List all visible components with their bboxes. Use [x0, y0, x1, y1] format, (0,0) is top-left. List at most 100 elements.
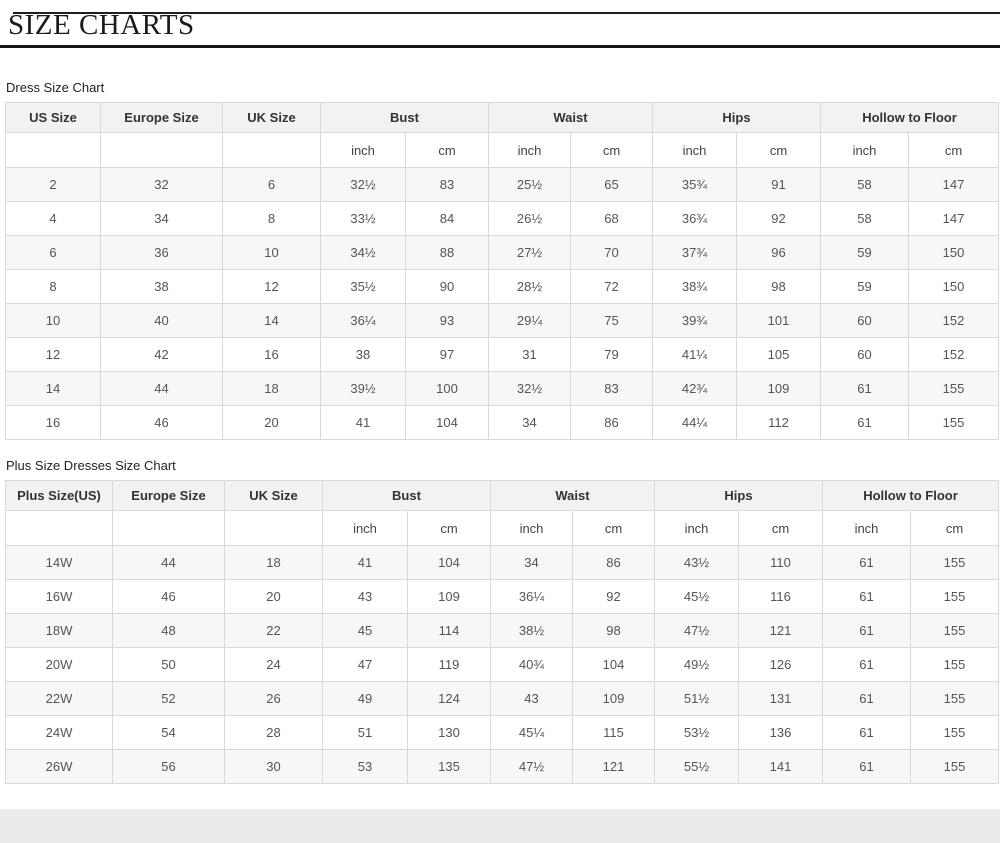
table-cell: 2	[5, 167, 101, 203]
table-cell: 39½	[320, 371, 406, 407]
table-cell: 16	[5, 405, 101, 441]
unit-header: inch	[322, 510, 408, 547]
table-cell: 47½	[490, 749, 573, 785]
table-cell: 28½	[488, 269, 571, 305]
table-cell: 152	[908, 303, 999, 339]
unit-header: cm	[407, 510, 491, 547]
unit-header: cm	[910, 510, 999, 547]
table-cell: 155	[908, 405, 999, 441]
table-cell: 6	[222, 167, 321, 203]
table-cell: 126	[738, 647, 823, 683]
empty-header	[112, 510, 225, 547]
table-cell: 46	[112, 579, 225, 615]
unit-header: inch	[320, 132, 406, 169]
column-header: Europe Size	[112, 480, 225, 512]
table-cell: 101	[736, 303, 821, 339]
table-cell: 60	[820, 303, 909, 339]
table-cell: 36¼	[320, 303, 406, 339]
table-row: 8 38 12 35½ 90 28½ 72 38¾ 98 59 150	[5, 269, 999, 305]
unit-header: cm	[405, 132, 489, 169]
table-cell: 34	[100, 201, 223, 237]
table-cell: 39¾	[652, 303, 737, 339]
table-cell: 114	[407, 613, 491, 649]
table-cell: 42	[100, 337, 223, 373]
table-cell: 10	[5, 303, 101, 339]
table-row: 22W 52 26 49 124 43 109 51½ 131 61 155	[5, 681, 999, 717]
table-row: 10 40 14 36¼ 93 29¼ 75 39¾ 101 60 152	[5, 303, 999, 339]
table-cell: 45¼	[490, 715, 573, 751]
table-cell: 86	[570, 405, 653, 441]
table-cell: 150	[908, 269, 999, 305]
table-cell: 14	[5, 371, 101, 407]
table-cell: 65	[570, 167, 653, 203]
unit-header: inch	[820, 132, 909, 169]
table-cell: 37¾	[652, 235, 737, 271]
table-cell: 36	[100, 235, 223, 271]
table-cell: 61	[822, 545, 911, 581]
table-cell: 14W	[5, 545, 113, 581]
table-cell: 86	[572, 545, 655, 581]
table-cell: 32	[100, 167, 223, 203]
unit-header: cm	[908, 132, 999, 169]
table-cell: 55½	[654, 749, 739, 785]
unit-header: cm	[736, 132, 821, 169]
table-cell: 83	[405, 167, 489, 203]
table-cell: 6	[5, 235, 101, 271]
table-cell: 20W	[5, 647, 113, 683]
group-header: Waist	[488, 102, 653, 134]
table-cell: 32½	[488, 371, 571, 407]
table-cell: 59	[820, 269, 909, 305]
table-cell: 33½	[320, 201, 406, 237]
table-cell: 104	[405, 405, 489, 441]
table-cell: 35¾	[652, 167, 737, 203]
table-cell: 155	[910, 681, 999, 717]
table-cell: 135	[407, 749, 491, 785]
table-cell: 34	[488, 405, 571, 441]
table-cell: 109	[736, 371, 821, 407]
table-cell: 43½	[654, 545, 739, 581]
table-cell: 28	[224, 715, 323, 751]
table-cell: 141	[738, 749, 823, 785]
table-cell: 41	[320, 405, 406, 441]
table-cell: 44	[100, 371, 223, 407]
table-cell: 61	[822, 579, 911, 615]
table-cell: 58	[820, 201, 909, 237]
table-row: 14W 44 18 41 104 34 86 43½ 110 61 155	[5, 545, 999, 581]
table-cell: 110	[738, 545, 823, 581]
table-cell: 155	[910, 715, 999, 751]
table-cell: 84	[405, 201, 489, 237]
table-cell: 4	[5, 201, 101, 237]
table-cell: 54	[112, 715, 225, 751]
table-cell: 41¼	[652, 337, 737, 373]
table-cell: 47½	[654, 613, 739, 649]
table-cell: 26	[224, 681, 323, 717]
table-cell: 61	[822, 715, 911, 751]
table-cell: 72	[570, 269, 653, 305]
table-row: 26W 56 30 53 135 47½ 121 55½ 141 61 155	[5, 749, 999, 785]
table-cell: 36¾	[652, 201, 737, 237]
table-cell: 98	[736, 269, 821, 305]
footer-strip	[0, 809, 1000, 843]
group-header: Bust	[322, 480, 491, 512]
table-cell: 92	[572, 579, 655, 615]
table-cell: 14	[222, 303, 321, 339]
table-cell: 38	[100, 269, 223, 305]
table-cell: 46	[100, 405, 223, 441]
table-cell: 58	[820, 167, 909, 203]
table-cell: 49	[322, 681, 408, 717]
table-cell: 40¾	[490, 647, 573, 683]
column-header: Plus Size(US)	[5, 480, 113, 512]
table-cell: 26W	[5, 749, 113, 785]
table-cell: 24	[224, 647, 323, 683]
table-cell: 147	[908, 167, 999, 203]
empty-header	[5, 510, 113, 547]
table-cell: 38½	[490, 613, 573, 649]
table-cell: 53	[322, 749, 408, 785]
table-row: 6 36 10 34½ 88 27½ 70 37¾ 96 59 150	[5, 235, 999, 271]
table-cell: 61	[822, 681, 911, 717]
table-cell: 155	[908, 371, 999, 407]
table-cell: 35½	[320, 269, 406, 305]
table-cell: 155	[910, 579, 999, 615]
group-header: Waist	[490, 480, 655, 512]
unit-header: inch	[490, 510, 573, 547]
